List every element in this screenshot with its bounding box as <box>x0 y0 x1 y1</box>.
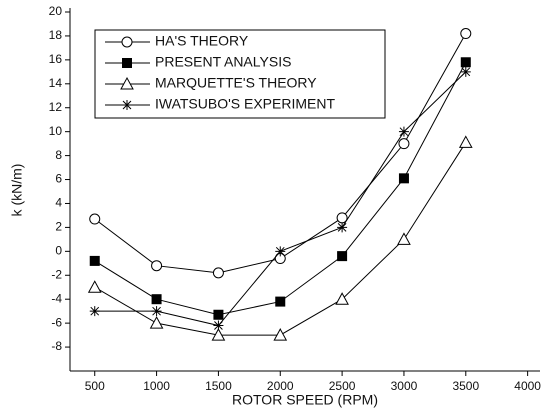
marker <box>398 126 409 137</box>
marker <box>275 296 286 307</box>
marker <box>397 232 411 245</box>
y-tick-label: 10 <box>49 124 63 138</box>
y-tick-label: 4 <box>55 196 62 210</box>
x-tick-label: 1500 <box>205 379 232 393</box>
marker <box>460 66 471 77</box>
legend-marker <box>122 58 132 68</box>
y-tick-label: -6 <box>51 315 62 329</box>
marker <box>460 28 472 40</box>
x-tick-label: 500 <box>85 379 105 393</box>
marker <box>89 213 101 225</box>
marker <box>213 309 224 320</box>
marker <box>89 306 100 317</box>
marker <box>275 246 286 257</box>
x-axis-title: ROTOR SPEED (RPM) <box>232 392 378 408</box>
marker <box>149 316 164 329</box>
legend-box <box>94 29 386 119</box>
y-tick-label: -4 <box>51 291 62 305</box>
marker <box>273 328 288 341</box>
marker <box>151 260 163 272</box>
marker <box>398 173 409 184</box>
x-tick-label: 1000 <box>143 379 170 393</box>
x-tick-label: 3000 <box>391 379 418 393</box>
y-tick-label: 0 <box>55 244 62 258</box>
legend-marker <box>122 100 132 110</box>
marker <box>337 222 348 233</box>
marker <box>151 306 162 317</box>
y-tick-label: 18 <box>49 28 63 42</box>
x-tick-label: 3500 <box>452 379 479 393</box>
y-tick-label: 12 <box>49 100 63 114</box>
marker <box>212 267 224 279</box>
marker <box>211 328 226 341</box>
marker <box>460 57 471 68</box>
y-tick-label: -8 <box>51 339 62 353</box>
y-tick-label: 8 <box>55 148 62 162</box>
y-tick-label: 16 <box>49 52 63 66</box>
marker <box>458 135 473 148</box>
marker <box>213 320 224 331</box>
marker <box>335 292 349 305</box>
legend-label: MARQUETTE'S THEORY <box>155 75 317 91</box>
y-tick-label: 2 <box>55 220 62 234</box>
x-tick-label: 4000 <box>514 379 541 393</box>
marker <box>337 251 348 262</box>
legend-marker <box>120 76 134 90</box>
marker <box>89 255 100 266</box>
x-tick-label: 2000 <box>267 379 294 393</box>
legend-marker <box>121 36 133 48</box>
y-tick-label: 20 <box>49 4 63 18</box>
marker <box>87 280 102 293</box>
legend-label: HA'S THEORY <box>155 33 249 49</box>
legend-label: PRESENT ANALYSIS <box>155 54 291 70</box>
y-axis-title: k (kN/m) <box>9 164 25 217</box>
marker <box>151 294 162 305</box>
marker <box>398 138 410 150</box>
x-tick-label: 2500 <box>329 379 356 393</box>
y-tick-label: -2 <box>51 267 62 281</box>
y-tick-label: 6 <box>55 172 62 186</box>
y-tick-label: 14 <box>49 76 63 90</box>
legend-label: IWATSUBO'S EXPERIMENT <box>155 96 335 112</box>
